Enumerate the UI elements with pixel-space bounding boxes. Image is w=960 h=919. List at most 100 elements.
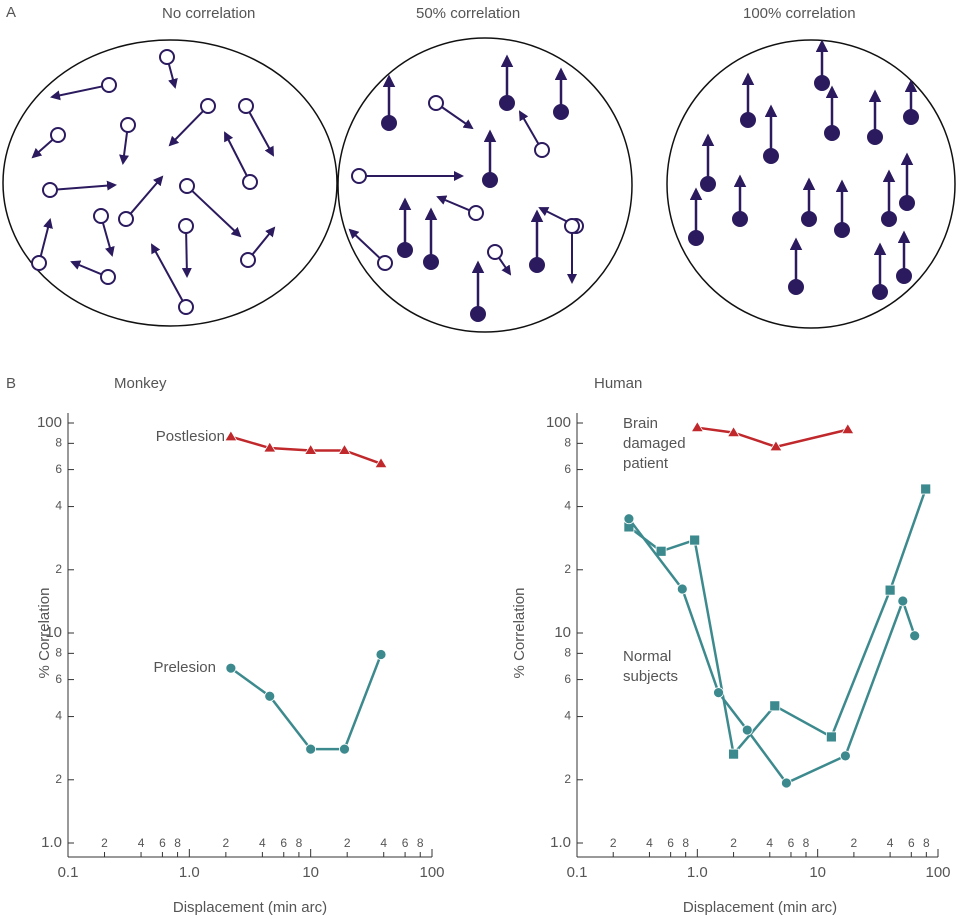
y-tick-label: 6: [55, 462, 62, 476]
marker-circle: [305, 743, 317, 755]
y-tick-label: 6: [564, 462, 571, 476]
aperture: [337, 37, 633, 333]
dot: [159, 49, 175, 65]
marker-circle: [676, 583, 688, 595]
marker-circle: [781, 777, 792, 789]
dot: [564, 218, 580, 234]
marker-circle: [839, 750, 851, 762]
marker-triangle: [303, 443, 318, 455]
x-tick-label: 8: [296, 836, 303, 850]
motion-arrow: [167, 63, 178, 89]
x-tick-label: 6: [159, 836, 166, 850]
panel-label: B: [6, 375, 16, 392]
y-tick-label: 8: [564, 436, 571, 450]
y-axis-label: % Correlation: [511, 588, 528, 679]
x-axis-label: Displacement (min arc): [173, 899, 327, 916]
dot: [93, 208, 109, 224]
y-tick-label: 2: [55, 562, 62, 576]
x-tick-label: 8: [174, 836, 181, 850]
dot: [101, 77, 117, 93]
y-tick-label: 4: [55, 709, 62, 723]
x-axis-label: Displacement (min arc): [683, 899, 837, 916]
dot: [834, 222, 850, 238]
motion-arrow: [436, 195, 470, 212]
motion-arrow: [129, 175, 164, 215]
dot: [178, 218, 194, 234]
dot: [482, 172, 498, 188]
marker-square: [689, 534, 701, 546]
dot: [553, 104, 569, 120]
x-tick-label: 6: [908, 836, 915, 850]
dot: [397, 242, 413, 258]
series-label: Prelesion: [153, 659, 216, 676]
y-tick-label: 4: [55, 499, 62, 513]
marker-square: [920, 483, 932, 495]
dot: [499, 95, 515, 111]
x-tick-label: 10: [302, 864, 319, 881]
marker-circle: [264, 690, 276, 702]
series-line: [697, 426, 849, 449]
x-tick-label: 2: [223, 836, 230, 850]
aperture: [2, 39, 338, 327]
dot: [423, 254, 439, 270]
marker-triangle: [726, 425, 741, 438]
dot: [732, 211, 748, 227]
x-tick-label: 4: [259, 836, 266, 850]
motion-arrow: [31, 138, 54, 159]
marker-triangle: [263, 441, 277, 453]
dot: [470, 306, 486, 322]
series-label: Postlesion: [155, 428, 225, 445]
motion-arrow: [441, 106, 474, 130]
dot: [814, 75, 830, 91]
series-label: Normal subjects: [623, 648, 679, 685]
x-tick-label: 8: [417, 836, 424, 850]
y-tick-label: 6: [55, 672, 62, 686]
marker-square: [728, 748, 739, 760]
y-tick-label: 2: [55, 772, 62, 786]
series-line: [628, 488, 927, 757]
motion-arrow: [224, 131, 248, 177]
marker-circle: [741, 724, 753, 736]
dot: [200, 98, 216, 114]
y-tick-label: 4: [564, 499, 571, 513]
dot: [118, 211, 134, 227]
y-tick-label: 8: [55, 646, 62, 660]
x-tick-label: 6: [667, 836, 674, 850]
x-tick-label: 6: [402, 836, 409, 850]
motion-arrow: [348, 228, 381, 259]
motion-arrow: [248, 111, 274, 157]
x-tick-label: 100: [419, 864, 444, 881]
y-axis-label: % Correlation: [36, 588, 53, 679]
y-tick-label: 1.0: [41, 834, 62, 851]
dot: [377, 255, 393, 271]
dot: [100, 269, 116, 285]
x-tick-label: 4: [380, 836, 387, 850]
motion-arrow: [181, 232, 192, 278]
marker-square: [769, 700, 781, 712]
y-tick-label: 4: [564, 709, 571, 723]
panel-title: 50% correlation: [416, 5, 520, 22]
dot: [824, 125, 840, 141]
dot: [801, 211, 817, 227]
marker-triangle: [337, 443, 352, 455]
marker-circle: [713, 687, 724, 699]
x-tick-label: 4: [766, 836, 773, 850]
marker-triangle: [769, 440, 783, 452]
motion-arrow: [39, 218, 53, 257]
dot: [120, 117, 136, 133]
panel-title: 100% correlation: [743, 5, 856, 22]
x-tick-label: 4: [138, 836, 145, 850]
x-tick-label: 6: [280, 836, 287, 850]
dot: [179, 178, 195, 194]
motion-arrow: [151, 243, 184, 302]
x-tick-label: 2: [730, 836, 737, 850]
marker-triangle: [374, 456, 388, 469]
x-tick-label: 2: [344, 836, 351, 850]
marker-circle: [225, 662, 237, 674]
y-tick-label: 2: [564, 772, 571, 786]
dot: [487, 244, 503, 260]
x-tick-label: 10: [809, 864, 826, 881]
dot: [903, 109, 919, 125]
dot: [881, 211, 897, 227]
x-tick-label: 6: [788, 836, 795, 850]
